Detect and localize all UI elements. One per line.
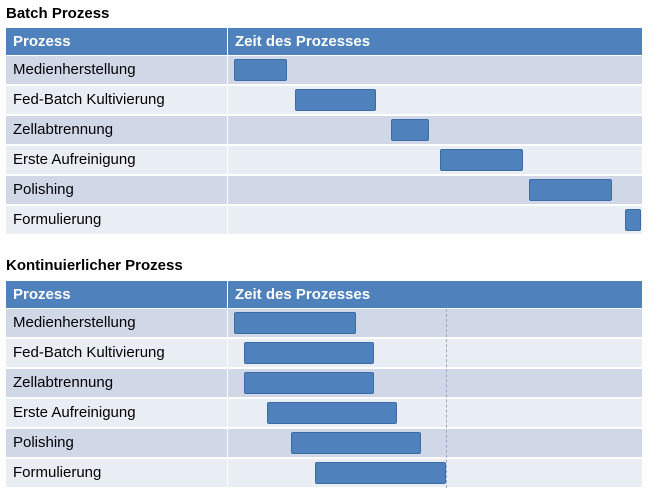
- column-divider: [227, 429, 228, 458]
- process-label: Fed-Batch Kultivierung: [13, 344, 165, 361]
- column-divider: [227, 206, 228, 235]
- timeline-bar: [529, 179, 613, 201]
- timeline-bar: [290, 432, 422, 454]
- column-divider: [227, 56, 228, 85]
- gantt-row: Fed-Batch Kultivierung: [6, 86, 642, 115]
- column-divider: [227, 339, 228, 368]
- timeline-bar: [295, 89, 377, 111]
- row-separator: [6, 457, 642, 458]
- row-separator: [6, 84, 642, 85]
- continuous-section-title: Kontinuierlicher Prozess: [6, 257, 183, 274]
- timeline-bar: [244, 342, 375, 364]
- gantt-row: Polishing: [6, 176, 642, 205]
- row-separator: [6, 204, 642, 205]
- header-divider: [227, 281, 228, 308]
- header-time: Zeit des Prozesses: [235, 33, 371, 50]
- gantt-row: Polishing: [6, 429, 642, 458]
- gantt-row: Zellabtrennung: [6, 369, 642, 398]
- process-label: Formulierung: [13, 464, 102, 481]
- row-separator: [6, 427, 642, 428]
- timeline-bar: [234, 59, 287, 81]
- process-label: Medienherstellung: [13, 314, 136, 331]
- process-label: Polishing: [13, 434, 74, 451]
- process-label: Formulierung: [13, 211, 102, 228]
- gantt-row: Medienherstellung: [6, 309, 642, 338]
- timeline-bar: [234, 312, 357, 334]
- header-process: Prozess: [13, 286, 71, 303]
- gantt-header: Prozess Zeit des Prozesses: [6, 281, 642, 308]
- batch-section-title: Batch Prozess: [6, 5, 110, 22]
- timeline-bar: [390, 119, 430, 141]
- row-separator: [6, 367, 642, 368]
- process-label: Zellabtrennung: [13, 121, 114, 138]
- gantt-row: Zellabtrennung: [6, 116, 642, 145]
- process-label: Erste Aufreinigung: [13, 151, 136, 168]
- timeline-bar: [624, 209, 641, 231]
- process-label: Medienherstellung: [13, 61, 136, 78]
- process-label: Polishing: [13, 181, 74, 198]
- timeline-bar: [266, 402, 397, 424]
- gantt-row: Formulierung: [6, 459, 642, 488]
- process-label: Erste Aufreinigung: [13, 404, 136, 421]
- column-divider: [227, 116, 228, 145]
- header-divider: [227, 28, 228, 55]
- gantt-row: Erste Aufreinigung: [6, 146, 642, 175]
- gantt-row: Fed-Batch Kultivierung: [6, 339, 642, 368]
- process-label: Fed-Batch Kultivierung: [13, 91, 165, 108]
- column-divider: [227, 399, 228, 428]
- gantt-row: Erste Aufreinigung: [6, 399, 642, 428]
- row-separator: [6, 144, 642, 145]
- column-divider: [227, 459, 228, 488]
- process-label: Zellabtrennung: [13, 374, 114, 391]
- row-separator: [6, 487, 642, 488]
- column-divider: [227, 309, 228, 338]
- timeline-bar: [315, 462, 446, 484]
- row-separator: [6, 337, 642, 338]
- gantt-header: Prozess Zeit des Prozesses: [6, 28, 642, 55]
- gantt-row: Formulierung: [6, 206, 642, 235]
- row-separator: [6, 114, 642, 115]
- continuous-gantt-table: Prozess Zeit des Prozesses Medienherstel…: [6, 281, 642, 491]
- row-separator: [6, 397, 642, 398]
- gantt-row: Medienherstellung: [6, 56, 642, 85]
- header-process: Prozess: [13, 33, 71, 50]
- column-divider: [227, 369, 228, 398]
- row-separator: [6, 174, 642, 175]
- batch-gantt-table: Prozess Zeit des Prozesses Medienherstel…: [6, 28, 642, 238]
- column-divider: [227, 176, 228, 205]
- timeline-bar: [244, 372, 375, 394]
- row-separator: [6, 234, 642, 235]
- header-time: Zeit des Prozesses: [235, 286, 371, 303]
- column-divider: [227, 86, 228, 115]
- timeline-bar: [439, 149, 523, 171]
- end-marker-line: [445, 309, 447, 488]
- column-divider: [227, 146, 228, 175]
